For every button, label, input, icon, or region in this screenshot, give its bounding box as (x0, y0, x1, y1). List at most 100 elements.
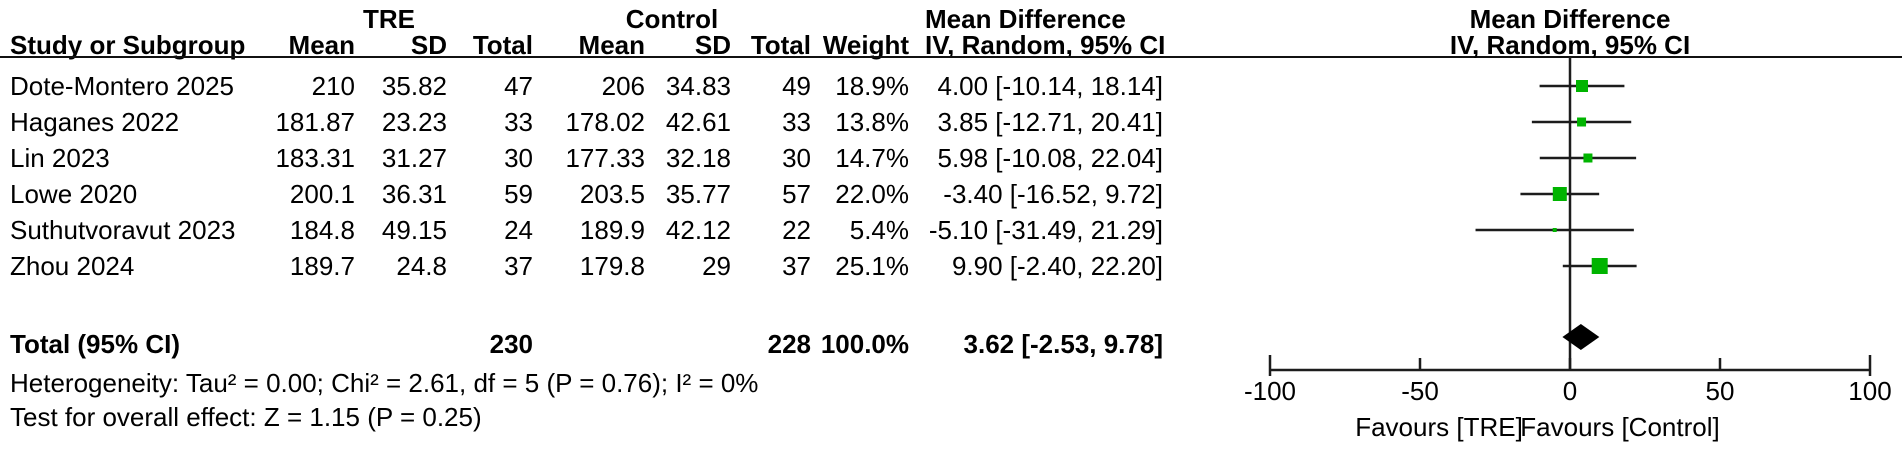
cell-total-control: 33 (782, 106, 811, 137)
group-header-row: TRE Control Mean Difference (10, 4, 1175, 34)
study-marker (1591, 258, 1608, 274)
cell-ci: 4.00 [-10.14, 18.14] (937, 70, 1163, 101)
cell-mean-control: 177.33 (565, 142, 645, 173)
total-weight: 100.0% (820, 328, 909, 359)
total-label: Total (95% CI) (10, 328, 180, 359)
cell-study: Haganes 2022 (10, 106, 180, 137)
cell-total-tre: 33 (504, 106, 533, 137)
col-header-total-tre: Total (472, 30, 533, 60)
study-marker (1576, 80, 1588, 92)
col-header-total-control: Total (750, 30, 811, 60)
cell-total-control: 22 (782, 214, 811, 245)
cell-mean-control: 189.9 (579, 214, 645, 245)
cell-sd-control: 34.83 (665, 70, 731, 101)
total-diamond (1562, 324, 1600, 350)
cell-total-tre: 37 (504, 250, 533, 281)
cell-weight: 14.7% (835, 142, 909, 173)
plot-title: Mean Difference (1469, 4, 1671, 34)
favours-left-label: Favours [TRE] (1355, 412, 1523, 442)
col-header-sd-tre: SD (410, 30, 447, 60)
overall-effect-text: Test for overall effect: Z = 1.15 (P = 0… (10, 402, 482, 432)
cell-total-tre: 24 (504, 214, 533, 245)
header-rule (0, 56, 1902, 58)
study-rows: Dote-Montero 2025 210 35.82 47 206 34.83… (10, 68, 1175, 284)
table-header: TRE Control Mean Difference Study or Sub… (10, 4, 1175, 60)
cell-study: Lin 2023 (10, 142, 110, 173)
cell-sd-tre: 35.82 (381, 70, 447, 101)
cell-study: Zhou 2024 (10, 250, 135, 281)
study-marker (1552, 228, 1557, 232)
col-header-mean-tre: Mean (288, 30, 355, 60)
total-row: Total (95% CI) 230 228 100.0% 3.62 [-2.5… (10, 326, 1175, 362)
table-row: Dote-Montero 2025 210 35.82 47 206 34.83… (10, 68, 1175, 104)
total-n-control: 228 (767, 328, 811, 359)
group-header-control: Control (625, 4, 719, 34)
cell-total-tre: 47 (504, 70, 533, 101)
col-header-study: Study or Subgroup (10, 30, 246, 60)
cell-ci: 5.98 [-10.08, 22.04] (937, 142, 1163, 173)
cell-total-control: 37 (782, 250, 811, 281)
cell-sd-control: 42.61 (665, 106, 731, 137)
cell-mean-tre: 184.8 (289, 214, 355, 245)
cell-mean-tre: 189.7 (289, 250, 355, 281)
cell-mean-tre: 183.31 (275, 142, 355, 173)
favours-right-label: Favours [Control] (1520, 412, 1719, 442)
table-row: Suthutvoravut 2023 184.8 49.15 24 189.9 … (10, 212, 1175, 248)
heterogeneity-text: Heterogeneity: Tau² = 0.00; Chi² = 2.61,… (10, 368, 759, 398)
tick-label: 0 (1563, 376, 1577, 406)
cell-total-tre: 59 (504, 178, 533, 209)
cell-mean-tre: 181.87 (275, 106, 355, 137)
cell-weight: 18.9% (835, 70, 909, 101)
cell-ci: -5.10 [-31.49, 21.29] (928, 214, 1163, 245)
plot-subtitle: IV, Random, 95% CI (1449, 30, 1691, 60)
cell-ci: -3.40 [-16.52, 9.72] (943, 178, 1163, 209)
cell-sd-tre: 31.27 (381, 142, 447, 173)
forest-plot-svg: -100 -50 0 50 100 Favours [TRE]Favours [Contr… (1244, 57, 1892, 442)
col-header-ci: IV, Random, 95% CI (925, 30, 1166, 60)
cell-weight: 5.4% (849, 214, 909, 245)
tick-label: -100 (1244, 376, 1296, 406)
cell-sd-control: 42.12 (665, 214, 731, 245)
cell-total-control: 49 (782, 70, 811, 101)
cell-sd-control: 32.18 (665, 142, 731, 173)
cell-total-tre: 30 (504, 142, 533, 173)
cell-ci: 3.85 [-12.71, 20.41] (937, 106, 1163, 137)
cell-mean-control: 206 (601, 70, 645, 101)
effect-column-title: Mean Difference (925, 4, 1126, 34)
cell-mean-control: 178.02 (565, 106, 645, 137)
tick-label: 100 (1848, 376, 1891, 406)
cell-mean-control: 203.5 (579, 178, 645, 209)
study-marker (1577, 117, 1587, 127)
cell-mean-tre: 210 (311, 70, 355, 101)
table-row: Lowe 2020 200.1 36.31 59 203.5 35.77 57 … (10, 176, 1175, 212)
tick-label: 50 (1706, 376, 1735, 406)
study-marker (1583, 153, 1593, 163)
cell-mean-tre: 200.1 (289, 178, 355, 209)
cell-sd-tre: 23.23 (381, 106, 447, 137)
study-marker (1552, 187, 1567, 201)
cell-weight: 25.1% (835, 250, 909, 281)
cell-ci: 9.90 [-2.40, 22.20] (951, 250, 1163, 281)
table-row: Lin 2023 183.31 31.27 30 177.33 32.18 30… (10, 140, 1175, 176)
total-n-tre: 230 (489, 328, 533, 359)
table-row: Haganes 2022 181.87 23.23 33 178.02 42.6… (10, 104, 1175, 140)
cell-total-control: 30 (782, 142, 811, 173)
table-row: Zhou 2024 189.7 24.8 37 179.8 29 37 25.1… (10, 248, 1175, 284)
col-header-mean-control: Mean (578, 30, 645, 60)
cell-mean-control: 179.8 (579, 250, 645, 281)
cell-sd-tre: 36.31 (381, 178, 447, 209)
cell-weight: 22.0% (835, 178, 909, 209)
cell-sd-tre: 24.8 (396, 250, 447, 281)
cell-sd-tre: 49.15 (381, 214, 447, 245)
cell-sd-control: 29 (702, 250, 731, 281)
group-header-tre: TRE (363, 4, 415, 34)
cell-weight: 13.8% (835, 106, 909, 137)
cell-sd-control: 35.77 (665, 178, 731, 209)
col-header-weight: Weight (822, 30, 909, 60)
tick-label: -50 (1401, 376, 1439, 406)
total-ci: 3.62 [-2.53, 9.78] (963, 328, 1163, 359)
col-header-sd-control: SD (694, 30, 731, 60)
cell-study: Dote-Montero 2025 (10, 70, 235, 101)
cell-total-control: 57 (782, 178, 811, 209)
